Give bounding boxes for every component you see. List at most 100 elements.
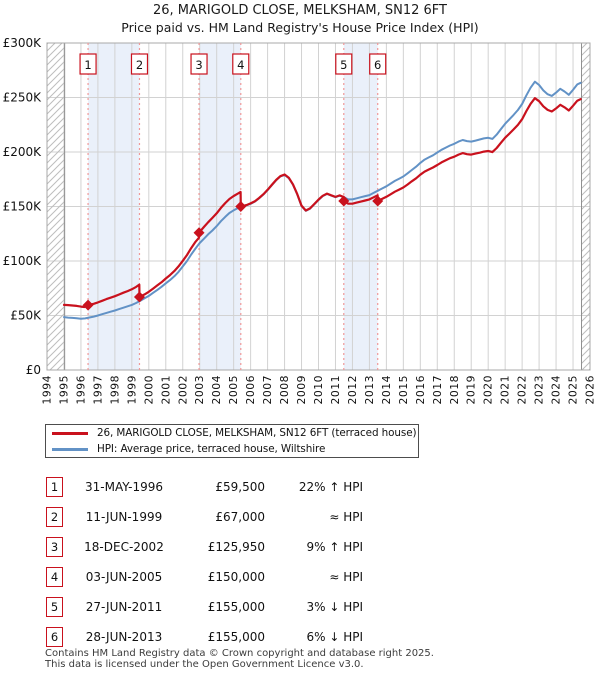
sale-number-box <box>335 53 353 75</box>
legend-label-price-paid: 26, MARIGOLD CLOSE, MELKSHAM, SN12 6FT (… <box>97 427 417 439</box>
sale-vs-hpi: ≈ HPI <box>329 510 363 524</box>
y-tick-label: £300K <box>3 36 43 50</box>
y-tick-label: £50K <box>10 309 42 323</box>
svg-text:6: 6 <box>374 58 381 72</box>
x-tick-label: 2012 <box>346 375 359 404</box>
x-tick-label: 1997 <box>91 375 104 404</box>
sale-date: 11-JUN-1999 <box>85 510 163 524</box>
svg-text:4: 4 <box>237 58 244 72</box>
x-tick-label: 1995 <box>57 375 70 404</box>
x-tick-label: 2010 <box>312 375 325 404</box>
y-tick-label: £200K <box>3 145 43 159</box>
sale-vs-hpi: 22% ↑ HPI <box>298 480 363 494</box>
sale-date: 31-MAY-1996 <box>84 480 163 494</box>
x-tick-label: 2013 <box>363 375 376 404</box>
svg-text:1: 1 <box>84 58 91 72</box>
sale-number-badge: 3 <box>46 537 63 557</box>
sale-date: 03-JUN-2005 <box>85 570 163 584</box>
x-tick-label: 2025 <box>567 375 580 404</box>
sale-number-badge: 5 <box>46 597 63 617</box>
x-tick-label: 1994 <box>41 375 54 404</box>
x-tick-label: 2026 <box>584 375 597 404</box>
x-tick-label: 2017 <box>431 375 444 404</box>
y-tick-label: £250K <box>3 91 43 105</box>
no-data-hatch <box>581 43 590 370</box>
x-tick-label: 2023 <box>533 375 546 404</box>
chart-legend: 26, MARIGOLD CLOSE, MELKSHAM, SN12 6FT (… <box>45 424 419 458</box>
y-tick-label: £0 <box>26 363 41 377</box>
footer-line1: Contains HM Land Registry data © Crown c… <box>45 648 434 659</box>
price_paid-line <box>62 97 582 309</box>
sale-number-badge: 1 <box>46 477 63 497</box>
sale-vs-hpi: 6% ↓ HPI <box>306 630 363 644</box>
sale-marker <box>372 195 384 207</box>
sale-number-box <box>232 53 250 75</box>
x-tick-label: 1996 <box>74 375 87 404</box>
sale-price: £155,000 <box>207 630 265 644</box>
sale-price: £125,950 <box>207 540 265 554</box>
x-tick-label: 2019 <box>465 375 478 404</box>
x-tick-label: 2005 <box>227 375 240 404</box>
x-tick-label: 2001 <box>159 375 172 404</box>
x-tick-label: 2008 <box>278 375 291 404</box>
svg-text:3: 3 <box>195 58 202 72</box>
table-row: 4 03-JUN-2005 £150,000 ≈ HPI <box>46 567 363 587</box>
sale-date: 27-JUN-2011 <box>85 600 163 614</box>
x-tick-label: 2009 <box>295 375 308 404</box>
x-tick-label: 2006 <box>244 375 257 404</box>
sale-vs-hpi: 3% ↓ HPI <box>306 600 363 614</box>
hpi-line-swatch <box>52 447 88 451</box>
legend-label-hpi: HPI: Average price, terraced house, Wilt… <box>97 443 326 455</box>
hpi-line <box>63 80 582 320</box>
legend-item-price-paid: 26, MARIGOLD CLOSE, MELKSHAM, SN12 6FT (… <box>52 426 418 440</box>
license-footer: Contains HM Land Registry data © Crown c… <box>45 648 434 670</box>
sale-number-box <box>369 53 387 75</box>
sale-vs-hpi: 9% ↑ HPI <box>306 540 363 554</box>
x-tick-label: 2004 <box>210 375 223 404</box>
sale-number-badge: 2 <box>46 507 63 527</box>
y-tick-label: £100K <box>3 254 43 268</box>
price-history-chart: 1 2 3 4 5 6 £0 £50K £100K £150K £200K £250K £300K 199… <box>3 36 597 404</box>
table-row: 6 28-JUN-2013 £155,000 6% ↓ HPI <box>46 627 363 647</box>
sale-marker <box>133 291 145 303</box>
y-tick-label: £150K <box>3 200 43 214</box>
x-tick-label: 2022 <box>516 375 529 404</box>
sale-marker <box>338 195 350 207</box>
sale-marker <box>235 201 247 212</box>
sale-number-box <box>190 53 208 75</box>
sale-price: £150,000 <box>207 570 265 584</box>
x-tick-label: 2015 <box>397 375 410 404</box>
legend-item-hpi: HPI: Average price, terraced house, Wilt… <box>52 442 418 456</box>
x-tick-label: 1998 <box>108 375 121 404</box>
sale-date: 18-DEC-2002 <box>84 540 164 554</box>
sale-number-badge: 6 <box>46 627 63 647</box>
x-tick-label: 2024 <box>550 375 563 404</box>
svg-text:5: 5 <box>340 58 347 72</box>
footer-line2: This data is licensed under the Open Gov… <box>45 659 364 670</box>
x-tick-label: 2021 <box>499 375 512 404</box>
table-row: 2 11-JUN-1999 £67,000 ≈ HPI <box>46 507 363 527</box>
table-row: 3 18-DEC-2002 £125,950 9% ↑ HPI <box>46 537 363 557</box>
table-row: 1 31-MAY-1996 £59,500 22% ↑ HPI <box>46 477 363 497</box>
x-tick-label: 2007 <box>261 375 274 404</box>
sale-number-badge: 4 <box>46 567 63 587</box>
page-subtitle: Price paid vs. HM Land Registry's House … <box>121 20 479 35</box>
sale-price: £59,500 <box>215 480 265 494</box>
x-tick-label: 2018 <box>448 375 461 404</box>
sale-date: 28-JUN-2013 <box>85 630 163 644</box>
svg-text:2: 2 <box>136 58 143 72</box>
x-tick-label: 2000 <box>142 375 155 404</box>
sale-price: £155,000 <box>207 600 265 614</box>
sale-number-box <box>130 53 149 75</box>
x-tick-label: 2020 <box>482 375 495 404</box>
x-tick-label: 2016 <box>414 375 427 404</box>
sale-marker <box>82 299 94 311</box>
x-tick-label: 2014 <box>380 375 393 404</box>
sale-marker <box>193 227 205 239</box>
no-data-hatch <box>47 43 65 370</box>
price-paid-line-swatch <box>52 431 88 435</box>
page-title: 26, MARIGOLD CLOSE, MELKSHAM, SN12 6FT <box>152 3 447 18</box>
x-tick-label: 2003 <box>193 375 206 404</box>
x-tick-label: 2002 <box>176 375 189 404</box>
